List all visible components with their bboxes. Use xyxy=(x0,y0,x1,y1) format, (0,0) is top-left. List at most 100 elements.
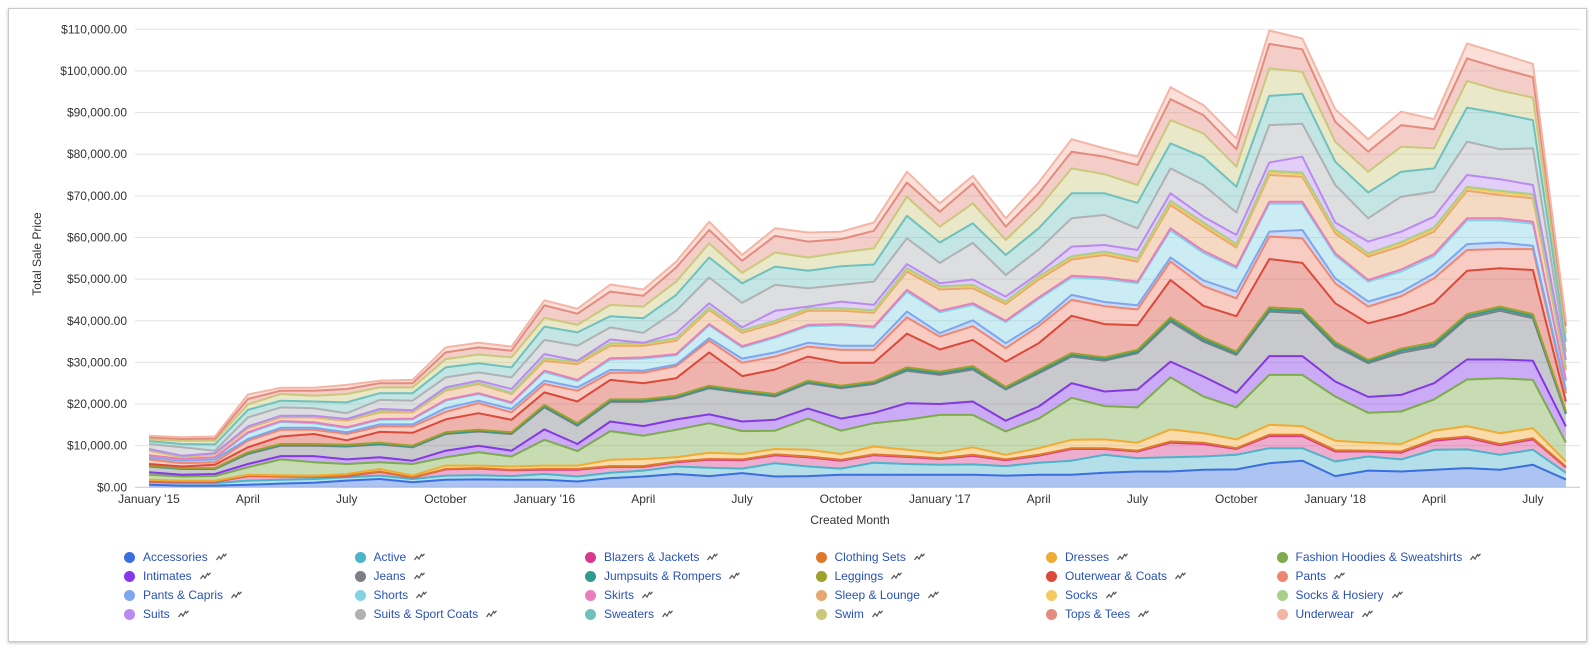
sparkline-icon[interactable] xyxy=(927,591,939,599)
legend-color-dot xyxy=(585,589,596,601)
sparkline-icon[interactable] xyxy=(231,591,242,599)
line-underwear xyxy=(148,29,1567,439)
y-tick-label: $60,000.00 xyxy=(67,230,127,244)
legend-item[interactable]: Leggings xyxy=(815,567,903,585)
x-tick-label: April xyxy=(631,492,655,506)
legend-item[interactable]: Clothing Sets xyxy=(815,548,925,566)
legend-color-dot xyxy=(815,608,827,620)
sparkline-icon[interactable] xyxy=(414,553,426,561)
legend-label: Suits xyxy=(143,607,170,621)
legend-color-dot xyxy=(815,551,827,563)
area-layers xyxy=(149,30,1566,488)
legend-item[interactable]: Underwear xyxy=(1276,605,1374,623)
sparkline-icon[interactable] xyxy=(416,591,428,599)
legend-item[interactable]: Intimates xyxy=(124,567,211,585)
sparkline-icon[interactable] xyxy=(1175,572,1186,580)
legend-item[interactable]: Socks & Hosiery xyxy=(1276,586,1403,604)
area-tops-tees xyxy=(149,43,1566,441)
sparkline-icon[interactable] xyxy=(1362,610,1374,618)
legend-item[interactable]: Skirts xyxy=(585,586,653,604)
line-tops-tees xyxy=(148,42,1567,440)
legend-color-dot xyxy=(354,570,366,582)
sparkline-icon[interactable] xyxy=(413,572,425,580)
legend-color-dot xyxy=(1276,570,1288,582)
sparkline-icon[interactable] xyxy=(871,610,883,618)
legend-label: Fashion Hoodies & Sweatshirts xyxy=(1295,550,1463,564)
y-tick-label: $0.00 xyxy=(97,480,127,494)
legend-color-dot xyxy=(1276,608,1288,620)
sparkline-icon[interactable] xyxy=(1391,591,1403,599)
area-blazers-jackets xyxy=(149,436,1566,484)
line-socks-hosiery xyxy=(148,169,1567,458)
legend-item[interactable]: Suits & Sport Coats xyxy=(354,605,498,623)
legend-color-dot xyxy=(124,589,135,601)
sparkline-icon[interactable] xyxy=(1138,610,1150,618)
sparkline-icon[interactable] xyxy=(177,610,189,618)
legend-label: Underwear xyxy=(1295,607,1355,621)
sparkline-icon[interactable] xyxy=(1470,553,1482,561)
legend-item[interactable]: Shorts xyxy=(354,586,428,604)
line-swim xyxy=(148,67,1567,442)
sparkline-icon[interactable] xyxy=(642,591,653,599)
legend-color-dot xyxy=(354,589,366,601)
sparkline-icon[interactable] xyxy=(199,572,211,580)
legend-color-dot xyxy=(124,608,135,620)
legend-item[interactable]: Suits xyxy=(124,605,189,623)
legend-label: Outerwear & Coats xyxy=(1065,569,1168,583)
legend-item[interactable]: Outerwear & Coats xyxy=(1046,567,1186,585)
legend-label: Leggings xyxy=(834,569,884,583)
legend-item[interactable]: Sweaters xyxy=(585,605,673,623)
line-intimates xyxy=(148,355,1567,476)
legend-item[interactable]: Jeans xyxy=(354,567,425,585)
legend-label: Skirts xyxy=(604,588,634,602)
legend-item[interactable]: Fashion Hoodies & Sweatshirts xyxy=(1276,548,1482,566)
legend-item[interactable]: Blazers & Jackets xyxy=(585,548,719,566)
x-tick-label: July xyxy=(336,492,357,506)
legend-item[interactable]: Swim xyxy=(815,605,883,623)
sparkline-icon[interactable] xyxy=(729,572,741,580)
legend-item[interactable]: Dresses xyxy=(1046,548,1128,566)
area-swim xyxy=(149,68,1566,445)
legend-color-dot xyxy=(124,551,135,563)
legend-item[interactable]: Tops & Tees xyxy=(1046,605,1150,623)
sparkline-icon[interactable] xyxy=(215,553,227,561)
y-axis-title: Total Sale Price xyxy=(30,212,44,296)
sparkline-icon[interactable] xyxy=(1334,572,1346,580)
legend-label: Active xyxy=(373,550,407,564)
legend-color-dot xyxy=(1046,551,1057,563)
legend-color-dot xyxy=(585,608,596,620)
legend-item[interactable]: Active xyxy=(354,548,426,566)
sparkline-icon[interactable] xyxy=(662,610,673,618)
y-tick-label: $50,000.00 xyxy=(67,272,127,286)
area-suits xyxy=(149,156,1566,457)
x-tick-label: January '17 xyxy=(909,492,971,506)
legend-item[interactable]: Pants xyxy=(1276,567,1346,585)
x-tick-label: October xyxy=(820,492,863,506)
legend-color-dot xyxy=(1046,570,1057,582)
sparkline-icon[interactable] xyxy=(707,553,719,561)
legend-item[interactable]: Pants & Capris xyxy=(124,586,242,604)
line-skirts xyxy=(148,200,1567,460)
legend-color-dot xyxy=(1276,551,1288,563)
sparkline-icon[interactable] xyxy=(1117,553,1128,561)
legend-item[interactable]: Socks xyxy=(1046,586,1117,604)
area-sweaters xyxy=(149,93,1566,451)
x-axis-title: Created Month xyxy=(810,513,889,527)
x-tick-label: July xyxy=(731,492,752,506)
legend-item[interactable]: Jumpsuits & Rompers xyxy=(585,567,741,585)
line-suits xyxy=(148,155,1567,457)
legend-label: Socks xyxy=(1065,588,1098,602)
sparkline-icon[interactable] xyxy=(486,610,498,618)
legend-label: Tops & Tees xyxy=(1065,607,1131,621)
line-sweaters xyxy=(148,92,1567,446)
legend-color-dot xyxy=(815,570,827,582)
legend-item[interactable]: Sleep & Lounge xyxy=(815,586,939,604)
area-sleep-lounge xyxy=(149,175,1566,459)
sparkline-icon[interactable] xyxy=(891,572,903,580)
sparkline-icon[interactable] xyxy=(1105,591,1117,599)
legend-item[interactable]: Accessories xyxy=(124,548,227,566)
sparkline-icon[interactable] xyxy=(913,553,925,561)
area-shorts xyxy=(149,203,1566,461)
legend-label: Intimates xyxy=(143,569,192,583)
legend-label: Blazers & Jackets xyxy=(604,550,700,564)
